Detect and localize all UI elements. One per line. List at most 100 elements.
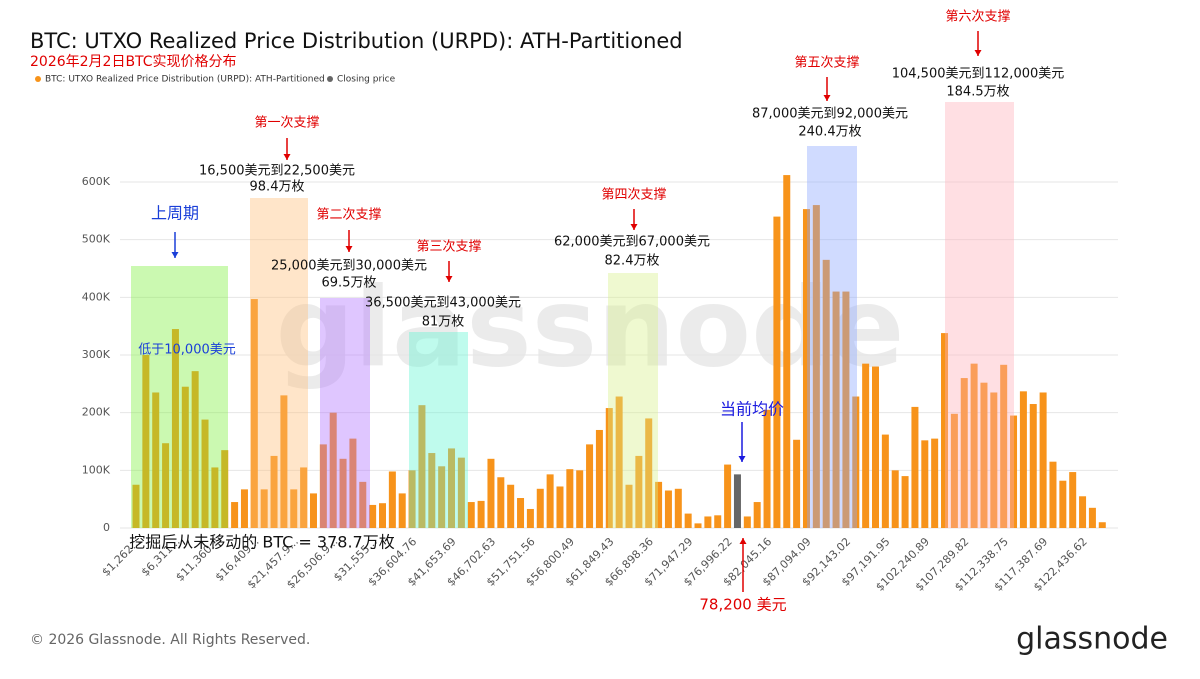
bar — [448, 448, 456, 528]
bar — [891, 470, 899, 528]
zone-range: 16,500美元到22,500美元 — [199, 164, 355, 179]
zone-title: 第六次支撑 — [945, 9, 1010, 25]
chart-subtitle: 2026年2月2日BTC实现价格分布 — [30, 54, 237, 70]
bar — [211, 467, 219, 528]
bar — [270, 455, 278, 528]
zone-amount: 81万枚 — [422, 315, 465, 330]
bar — [201, 419, 209, 528]
bar — [970, 363, 978, 528]
bar — [438, 466, 446, 528]
zone-title: 第一次支撑 — [254, 115, 319, 131]
bar — [566, 469, 574, 528]
bar — [862, 363, 870, 528]
bar — [240, 489, 248, 528]
footer: © 2026 Glassnode. All Rights Reserved. — [30, 632, 310, 648]
zone-range: 62,000美元到67,000美元 — [554, 235, 710, 250]
bar — [931, 438, 939, 528]
y-tick-label: 600K — [82, 175, 111, 188]
bar — [418, 405, 426, 528]
zone-title: 第四次支撑 — [601, 187, 666, 203]
legend-marker — [327, 76, 333, 82]
zone-amount: 98.4万枚 — [250, 180, 305, 195]
bar — [694, 523, 702, 528]
bar — [852, 396, 860, 528]
bar — [753, 502, 761, 528]
bar — [615, 396, 623, 528]
arrow-head — [283, 154, 291, 160]
bar — [369, 504, 377, 528]
logo: glassnode — [1016, 622, 1168, 657]
bar — [1069, 472, 1077, 528]
zone-title: 上周期 — [151, 204, 199, 223]
arrow-head — [445, 276, 453, 282]
zone-range: 104,500美元到112,000美元 — [892, 67, 1065, 82]
bar — [1059, 480, 1067, 528]
bar — [497, 477, 505, 528]
zone-amount: 69.5万枚 — [322, 276, 377, 291]
bar — [181, 386, 189, 528]
zone-title: 第二次支撑 — [316, 207, 381, 223]
bar — [142, 355, 150, 528]
bar — [309, 493, 317, 528]
bar — [980, 382, 988, 528]
bar — [300, 467, 308, 528]
bar — [842, 291, 850, 528]
legend-label: Closing price — [337, 75, 396, 85]
bar — [1049, 461, 1057, 528]
bar — [487, 458, 495, 528]
bar — [467, 502, 475, 528]
bar — [408, 470, 416, 528]
y-tick-label: 200K — [82, 406, 111, 419]
zone-box — [807, 146, 857, 528]
bar — [704, 516, 712, 528]
bar — [398, 493, 406, 528]
bar — [1010, 415, 1018, 528]
bar — [674, 488, 682, 528]
bar — [812, 205, 820, 529]
bar — [1088, 507, 1096, 528]
bar — [507, 484, 515, 528]
bar — [162, 443, 170, 528]
bar — [645, 418, 653, 528]
zone-range: 87,000美元到92,000美元 — [752, 107, 908, 122]
zone-amount: 82.4万枚 — [605, 254, 660, 269]
bar — [457, 457, 465, 528]
bar — [921, 440, 929, 528]
zone-box — [608, 273, 658, 528]
unmoved-label: 挖掘后从未移动的 BTC = 378.7万枚 — [129, 533, 394, 552]
y-tick-label: 500K — [82, 233, 111, 246]
y-tick-label: 0 — [103, 521, 110, 534]
bar — [250, 299, 258, 528]
bar — [221, 450, 229, 528]
arrow-head — [823, 95, 831, 101]
bar — [960, 378, 968, 528]
y-tick-label: 100K — [82, 463, 111, 476]
bar — [733, 474, 741, 528]
bar — [319, 444, 327, 528]
arrow-head — [738, 456, 746, 462]
bar — [280, 395, 288, 528]
bar — [359, 481, 367, 528]
bar — [260, 489, 268, 528]
bar — [990, 392, 998, 528]
bar — [763, 409, 771, 528]
legend-label: BTC: UTXO Realized Price Distribution (U… — [45, 75, 325, 85]
bar — [773, 216, 781, 528]
arrow-head — [171, 252, 179, 258]
bar — [595, 429, 603, 528]
zone-box — [131, 266, 228, 528]
bar — [556, 486, 564, 528]
bar — [536, 488, 544, 528]
bar — [191, 371, 199, 528]
bar — [832, 291, 840, 528]
bar — [171, 329, 179, 528]
bar — [428, 453, 436, 528]
bar — [911, 406, 919, 528]
bar — [664, 490, 672, 528]
arrow-head — [345, 246, 353, 252]
bar — [290, 489, 298, 528]
current-label: 当前均价 — [720, 400, 784, 419]
bar — [635, 455, 643, 528]
bar — [822, 259, 830, 528]
